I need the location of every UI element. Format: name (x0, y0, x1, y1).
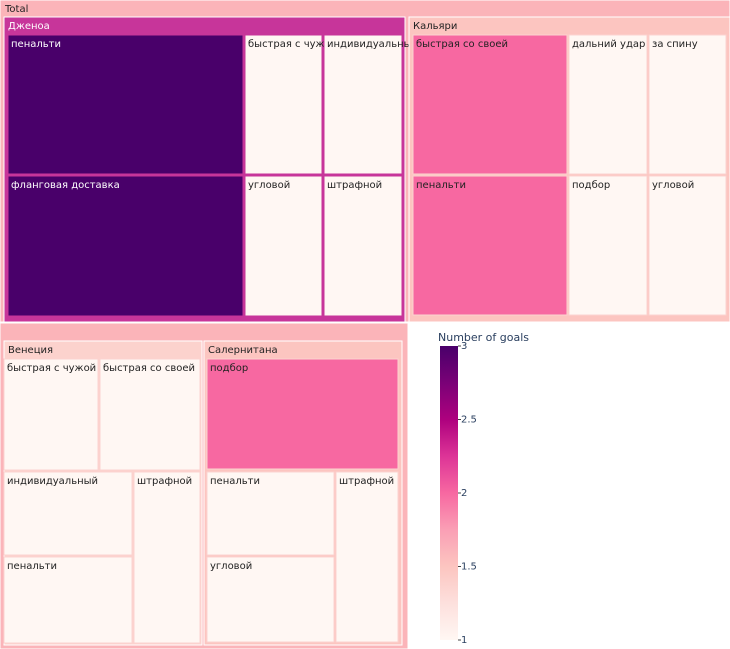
leaf-tile (648, 175, 727, 316)
leaf-label: пенальти (11, 39, 61, 50)
leaf-tile (99, 358, 201, 471)
group-label: Дженоа (8, 21, 50, 32)
leaf-tile (323, 175, 403, 317)
leaf-label: быстрая с чужой (7, 363, 96, 374)
leaf-tile (412, 175, 568, 316)
leaf-label: пенальти (416, 180, 466, 191)
leaf-label: индивидуальный (7, 476, 98, 487)
leaf-label: дальний удар (572, 39, 645, 50)
group-label: Кальяри (413, 21, 457, 32)
leaf-label: индивидуальный (327, 39, 418, 50)
leaf-label: угловой (248, 180, 290, 191)
leaf-tile (7, 175, 244, 317)
leaf-tile (206, 358, 399, 470)
colorbar-tick-label: 3 (461, 341, 467, 352)
leaf-label: угловой (652, 180, 694, 191)
leaf-label: угловой (210, 561, 252, 572)
leaf-label: штрафной (137, 476, 192, 487)
leaf-tile (7, 34, 244, 175)
leaf-label: подбор (572, 180, 610, 191)
leaf-label: быстрая с чужой (248, 39, 337, 50)
leaf-tile (244, 175, 323, 317)
leaf-label: подбор (210, 363, 248, 374)
leaf-label: быстрая со своей (416, 39, 508, 50)
leaf-tile (206, 556, 335, 643)
group-label: Венеция (8, 345, 53, 356)
leaf-label: за спину (652, 39, 698, 50)
leaf-label: штрафной (327, 180, 382, 191)
leaf-tile (244, 34, 323, 175)
leaf-tile (568, 175, 648, 316)
colorbar-tick-label: 2 (461, 488, 467, 499)
leaf-label: фланговая доставка (11, 180, 120, 191)
leaf-tile (3, 471, 133, 556)
leaf-tile (568, 34, 648, 175)
leaf-label: штрафной (339, 476, 394, 487)
leaf-tile (648, 34, 727, 175)
colorbar-title: Number of goals (438, 331, 529, 344)
colorbar-tick-label: 2.5 (461, 415, 477, 426)
leaf-label: быстрая со своей (103, 363, 195, 374)
group-label: Салернитана (208, 345, 278, 356)
leaf-tile (133, 471, 201, 644)
leaf-tile (206, 471, 335, 556)
leaf-tile (323, 34, 403, 175)
leaf-tile (3, 358, 99, 471)
leaf-tile (412, 34, 568, 175)
leaf-tile (3, 556, 133, 644)
leaf-label: пенальти (7, 561, 57, 572)
leaf-tile (335, 471, 399, 643)
colorbar (440, 346, 458, 640)
colorbar-tick-label: 1 (461, 635, 467, 646)
root-label: Total (4, 4, 28, 15)
leaf-label: пенальти (210, 476, 260, 487)
colorbar-tick-label: 1.5 (461, 562, 477, 573)
